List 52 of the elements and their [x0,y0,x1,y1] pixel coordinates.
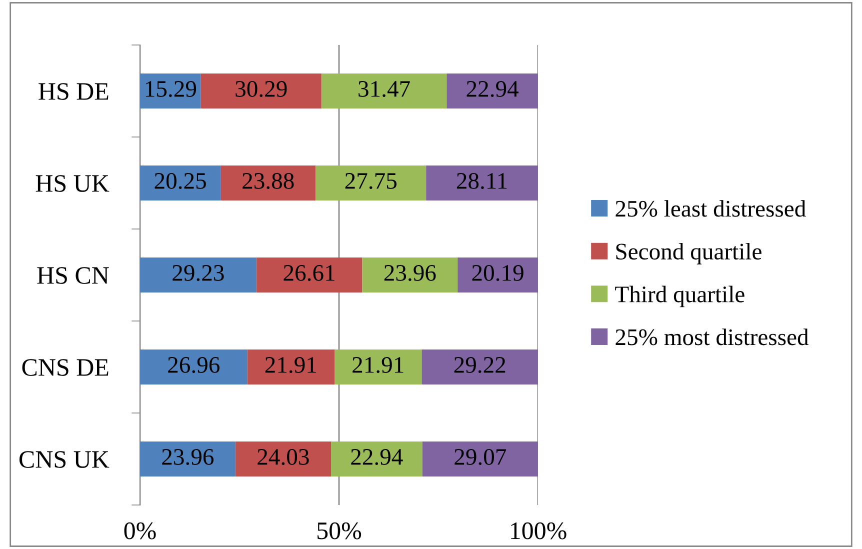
data-label: 21.91 [352,357,404,374]
data-label: 23.96 [384,265,436,282]
data-label: 15.29 [146,81,196,98]
bar [334,350,422,384]
bar [235,442,331,476]
bar [247,350,335,384]
data-label: 23.96 [162,449,214,466]
bar [316,166,426,200]
data-label: 24.03 [258,448,309,466]
legend-label: 25% most distressed [616,328,809,346]
data-label: 22.94 [466,81,519,98]
bar [140,166,221,200]
data-label: 29.22 [454,357,506,374]
bar [422,442,538,476]
y-tick-label: HS UK [36,175,110,192]
data-label: 21.91 [265,357,316,374]
bar [331,442,422,476]
y-tick-label: CNS DE [22,359,108,376]
y-tick-label: HS CN [37,267,109,284]
bar [140,442,236,476]
legend-label: Third quartile [615,286,744,308]
data-label: 27.75 [345,173,396,190]
data-label: 31.47 [358,81,410,98]
bar [256,258,362,292]
bar [422,350,538,384]
x-tick-label: 100% [511,522,566,540]
legend-label: Second quartile [616,242,762,264]
data-label: 28.11 [456,172,507,190]
bar [426,166,538,200]
y-tick-label: HS DE [38,83,108,100]
data-label: 29.07 [454,448,506,466]
data-label: 20.19 [472,264,524,282]
x-tick-label: 0% [124,522,156,540]
x-tick-label: 50% [318,522,362,540]
data-label: 29.23 [172,265,224,282]
bar [458,258,538,292]
bar [321,74,447,108]
bar [140,74,201,108]
bar [362,258,458,292]
data-label: 22.94 [351,449,403,466]
bar [446,74,538,108]
bar [220,166,316,200]
bar [200,74,322,108]
data-label: 30.29 [236,80,287,98]
data-label: 26.61 [284,265,334,282]
data-label: 20.25 [154,172,206,190]
legend-label: 25% least distressed [616,200,806,217]
y-tick-label: CNS UK [19,451,110,468]
data-label: 26.96 [168,357,220,374]
bar [140,258,256,292]
bar [140,350,248,384]
data-label: 23.88 [242,172,294,190]
